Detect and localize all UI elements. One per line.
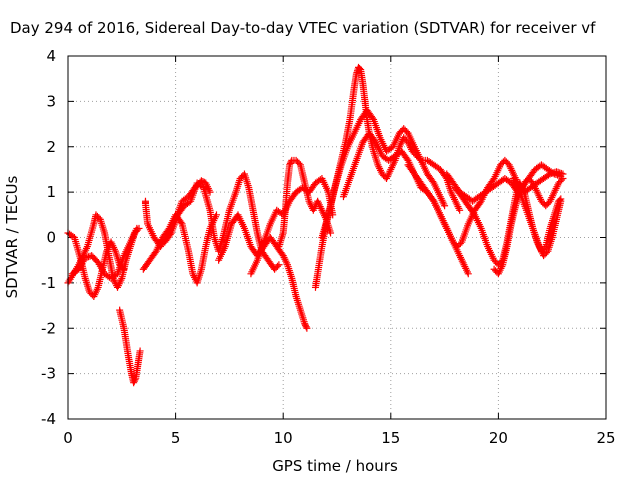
data-point-marker (275, 261, 283, 269)
y-tick-label: 2 (46, 138, 56, 156)
data-point-marker (130, 377, 138, 385)
data-point-marker (544, 171, 552, 179)
data-point-marker (456, 240, 464, 248)
data-point-marker (464, 270, 472, 278)
series-trace-r (509, 175, 565, 260)
data-point-marker (295, 159, 303, 167)
x-axis-label: GPS time / hours (272, 457, 398, 475)
x-tick-label: 0 (63, 429, 73, 447)
data-point-marker (456, 206, 464, 214)
y-tick-label: 0 (46, 229, 56, 247)
plot-frame (67, 55, 607, 420)
series-trace-l (318, 106, 449, 241)
series-trace-c (68, 224, 141, 282)
x-tick-label: 25 (596, 429, 615, 447)
data-point-marker (356, 64, 364, 72)
data-point-marker (177, 218, 185, 226)
y-tick-label: 1 (46, 183, 56, 201)
x-tick-label: 20 (489, 429, 508, 447)
data-point-marker (327, 229, 335, 237)
data-point-marker (131, 376, 139, 384)
x-tick-label: 15 (381, 429, 400, 447)
series-trace-j (275, 156, 335, 251)
y-axis-label: SDTVAR / TECUs (3, 175, 21, 298)
series-trace-h (215, 211, 311, 332)
data-points (64, 63, 567, 387)
y-tick-label: 4 (46, 47, 56, 65)
series-trace-f (139, 211, 220, 287)
data-point-marker (130, 379, 138, 387)
data-point-marker (302, 323, 310, 331)
data-point-marker (441, 202, 449, 210)
series-trace-g (161, 170, 283, 273)
y-tick-label: -2 (41, 319, 56, 337)
data-point-marker (559, 175, 567, 183)
x-tick-label: 10 (274, 429, 293, 447)
series-trace-n (404, 161, 472, 278)
data-point-marker (369, 114, 377, 122)
x-tick-label: 5 (171, 429, 181, 447)
series-trace-d (116, 306, 144, 387)
y-tick-label: -3 (41, 365, 56, 383)
y-tick-label: -1 (41, 274, 56, 292)
data-point-marker (133, 224, 141, 232)
y-tick-label: -4 (41, 410, 56, 428)
data-point-marker (303, 324, 311, 332)
data-point-marker (136, 347, 144, 355)
data-point-marker (286, 159, 294, 167)
chart-title: Day 294 of 2016, Sidereal Day-to-day VTE… (10, 19, 596, 37)
y-tick-label: 3 (46, 92, 56, 110)
data-point-marker (557, 197, 565, 205)
data-point-marker (558, 176, 566, 184)
grid-lines (68, 56, 606, 419)
data-point-marker (273, 262, 281, 270)
data-point-marker (301, 320, 309, 328)
data-point-marker (301, 321, 309, 329)
data-point-marker (286, 161, 294, 169)
data-point-marker (166, 230, 174, 238)
